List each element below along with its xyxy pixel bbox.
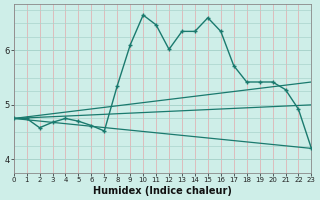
X-axis label: Humidex (Indice chaleur): Humidex (Indice chaleur) [93,186,232,196]
